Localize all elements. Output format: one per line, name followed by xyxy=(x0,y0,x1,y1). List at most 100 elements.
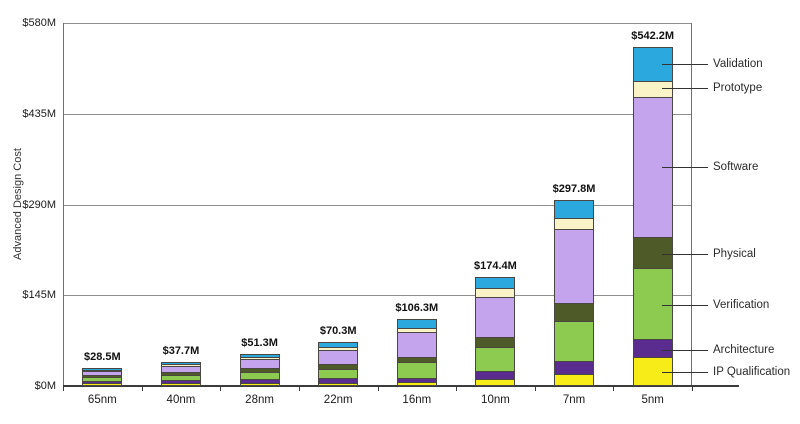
segment-verification-16nm xyxy=(397,362,436,378)
segment-validation-28nm xyxy=(240,354,279,357)
bar-22nm xyxy=(318,342,359,386)
x-axis-label: 16nm xyxy=(402,394,432,406)
bar-7nm xyxy=(554,199,595,386)
segment-architecture-7nm xyxy=(555,360,594,374)
segment-validation-65nm xyxy=(83,369,122,370)
segment-ip-qualification-40nm xyxy=(161,382,200,385)
x-axis-tick xyxy=(63,387,64,391)
segment-validation-10nm xyxy=(476,277,515,289)
x-axis-label: 65nm xyxy=(87,394,117,406)
segment-ip-qualification-5nm xyxy=(633,357,672,385)
segment-architecture-65nm xyxy=(83,381,122,384)
segment-architecture-16nm xyxy=(397,377,436,383)
bar-total-label: $297.8M xyxy=(552,182,596,195)
legend-label-physical: Physical xyxy=(713,247,756,260)
y-axis-tick-label: $435M xyxy=(22,107,56,120)
y-axis-tick-label: $290M xyxy=(22,198,56,211)
y-axis-tick-label: $145M xyxy=(22,289,56,302)
bar-5nm xyxy=(632,46,673,386)
segment-verification-65nm xyxy=(83,377,122,382)
segment-software-65nm xyxy=(83,371,122,376)
segment-architecture-5nm xyxy=(633,339,672,358)
segment-validation-7nm xyxy=(555,200,594,218)
legend-connector-line xyxy=(662,349,708,351)
segment-software-22nm xyxy=(319,350,358,365)
segment-prototype-5nm xyxy=(633,80,672,97)
bar-total-label: $542.2M xyxy=(631,29,675,42)
segment-physical-40nm xyxy=(161,372,200,375)
bar-65nm xyxy=(82,368,123,386)
segment-validation-16nm xyxy=(397,320,436,328)
segment-prototype-10nm xyxy=(476,288,515,297)
gridline xyxy=(64,204,691,206)
segment-physical-28nm xyxy=(240,368,279,372)
segment-software-10nm xyxy=(476,296,515,337)
segment-verification-7nm xyxy=(555,320,594,361)
segment-verification-22nm xyxy=(319,368,358,379)
x-axis-tick xyxy=(220,387,222,391)
segment-prototype-22nm xyxy=(319,347,358,351)
x-axis-label: 22nm xyxy=(323,394,353,406)
x-axis-label: 28nm xyxy=(245,394,274,406)
bar-total-label: $51.3M xyxy=(241,336,278,349)
segment-physical-16nm xyxy=(397,356,436,363)
x-axis-tick xyxy=(141,387,143,391)
legend-label-prototype: Prototype xyxy=(713,82,763,95)
segment-architecture-28nm xyxy=(240,379,279,383)
segment-architecture-10nm xyxy=(476,370,515,380)
legend-label-architecture: Architecture xyxy=(713,343,775,356)
segment-ip-qualification-22nm xyxy=(319,382,358,385)
x-axis-label: 5nm xyxy=(641,394,664,406)
legend-connector-line xyxy=(662,372,708,374)
bar-total-label: $106.3M xyxy=(395,302,439,315)
segment-verification-5nm xyxy=(633,268,672,340)
segment-ip-qualification-65nm xyxy=(83,383,122,385)
x-axis-label: 10nm xyxy=(481,394,510,406)
x-axis-tick xyxy=(534,387,536,391)
segment-physical-7nm xyxy=(555,302,594,321)
segment-architecture-22nm xyxy=(319,378,358,383)
x-axis-tick xyxy=(456,387,458,391)
segment-ip-qualification-16nm xyxy=(397,382,436,385)
gridline xyxy=(64,295,691,297)
segment-physical-22nm xyxy=(319,364,358,369)
segment-architecture-40nm xyxy=(161,380,200,383)
bar-40nm xyxy=(160,362,201,386)
segment-prototype-7nm xyxy=(555,217,594,230)
legend-connector-line xyxy=(662,305,708,307)
bar-28nm xyxy=(239,353,280,386)
segment-verification-40nm xyxy=(161,374,200,381)
x-axis-tick xyxy=(377,387,379,391)
gridline xyxy=(64,113,691,115)
segment-validation-22nm xyxy=(319,343,358,347)
gridline xyxy=(64,23,691,24)
x-axis-label: 40nm xyxy=(166,394,196,406)
segment-software-16nm xyxy=(397,331,436,357)
legend-label-verification: Verification xyxy=(713,299,770,312)
legend-label-validation: Validation xyxy=(713,57,763,70)
segment-software-7nm xyxy=(555,229,594,303)
segment-ip-qualification-10nm xyxy=(476,379,515,385)
legend-label-software: Software xyxy=(713,161,759,174)
segment-software-40nm xyxy=(161,365,200,373)
bar-total-label: $28.5M xyxy=(83,351,121,364)
x-axis-line xyxy=(63,385,739,387)
segment-software-5nm xyxy=(633,96,672,237)
segment-prototype-65nm xyxy=(83,369,122,372)
x-axis-label: 7nm xyxy=(562,394,586,406)
legend-connector-line xyxy=(662,63,708,65)
segment-verification-28nm xyxy=(240,371,279,380)
legend-connector-line xyxy=(662,253,708,255)
segment-prototype-28nm xyxy=(240,356,279,359)
x-axis-tick xyxy=(613,387,615,391)
legend-connector-line xyxy=(662,167,708,169)
legend-connector-line xyxy=(662,88,708,90)
segment-ip-qualification-28nm xyxy=(240,382,279,385)
bar-10nm xyxy=(475,276,516,386)
x-axis-tick xyxy=(692,387,693,391)
bar-total-label: $37.7M xyxy=(162,345,200,358)
segment-validation-40nm xyxy=(161,363,200,365)
segment-physical-65nm xyxy=(83,375,122,378)
x-axis-tick xyxy=(298,387,300,391)
